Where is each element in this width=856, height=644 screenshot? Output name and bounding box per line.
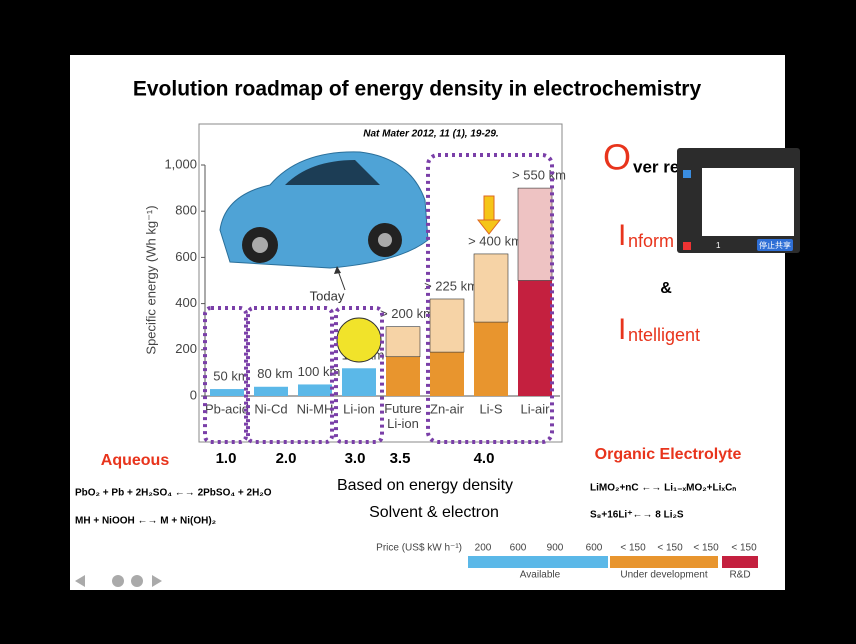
- range-label: 50 km: [213, 369, 248, 384]
- x-tick-label: Pb-acid: [205, 401, 249, 416]
- price-label: < 150: [620, 543, 646, 554]
- price-group: Under development: [620, 570, 707, 581]
- y-tick-label: 600: [175, 249, 197, 264]
- price-label: 600: [510, 543, 527, 554]
- right-text: nform: [628, 231, 674, 251]
- arrow-head: [334, 266, 341, 274]
- price-band: [722, 556, 758, 568]
- bar-segment: [210, 389, 244, 396]
- bar-segment: [518, 280, 552, 396]
- range-label: > 550 km: [512, 168, 566, 183]
- source: Nat Mater 2012, 11 (1), 19-29.: [363, 129, 498, 140]
- generation-label: 1.0: [216, 450, 237, 467]
- x-tick-label: Li-air: [521, 401, 551, 416]
- today-label: Today: [310, 288, 345, 303]
- popup-count: 1: [716, 241, 721, 250]
- x-tick-label: Ni-MH: [297, 401, 334, 416]
- right-text: ver re: [633, 157, 679, 176]
- equation: PbO₂ + Pb + 2H₂SO₄ ←→ 2PbSO₄ + 2H₂O: [75, 488, 272, 499]
- right-text: &: [660, 280, 672, 297]
- range-label: > 200 km: [380, 306, 434, 321]
- y-tick-label: 1,000: [164, 156, 197, 171]
- bar-segment: [430, 352, 464, 396]
- range-label: 80 km: [257, 366, 292, 381]
- bar-segment: [473, 253, 509, 323]
- x-tick-label: Zn-air: [430, 401, 465, 416]
- x-tick-label: Ni-Cd: [254, 401, 287, 416]
- y-axis-label: Specific energy (Wh kg⁻¹): [143, 205, 158, 354]
- bar-segment: [386, 356, 420, 396]
- slide-nav[interactable]: [75, 575, 162, 587]
- generation-label: 4.0: [474, 450, 495, 467]
- price-band: [610, 556, 718, 568]
- x-tick-label: Li-S: [479, 401, 502, 416]
- bar-segment: [517, 187, 553, 281]
- generation-label: 2.0: [276, 450, 297, 467]
- y-tick-label: 400: [175, 295, 197, 310]
- price-label: 900: [547, 543, 564, 554]
- big-letter: I: [618, 313, 626, 346]
- equation: MH + NiOOH ←→ M + Ni(OH)₂: [75, 516, 216, 527]
- generation-label: 3.5: [390, 450, 411, 467]
- generation-boxes: [203, 153, 554, 444]
- right-text: ntelligent: [628, 325, 700, 345]
- bar-segment: [342, 368, 376, 396]
- price-title: Price (US$ kW h⁻¹): [376, 543, 462, 554]
- range-label: > 400 km: [468, 233, 522, 248]
- share-popup: 1 停止共享: [677, 148, 800, 253]
- equation: S₈+16Li⁺←→ 8 Li₂S: [590, 510, 684, 521]
- big-letter: O: [603, 137, 631, 178]
- x-tick-label: Future Li-ion: [384, 401, 422, 431]
- y-tick-label: 200: [175, 341, 197, 356]
- big-letter: I: [618, 219, 626, 252]
- highlight-circle: [336, 317, 382, 363]
- stop-share[interactable]: [757, 239, 793, 251]
- range-label: > 225 km: [424, 278, 478, 293]
- center-text: Solvent & electron: [369, 504, 499, 521]
- aqueous-title: Aqueous: [101, 452, 170, 469]
- price-label: < 150: [657, 543, 683, 554]
- car: [219, 151, 429, 269]
- red-arrow: [476, 195, 502, 235]
- slide-title: Evolution roadmap of energy density in e…: [133, 78, 702, 101]
- y-tick-label: 0: [190, 387, 197, 402]
- price-label: 600: [586, 543, 603, 554]
- generation-label: 3.0: [345, 450, 366, 467]
- bar-segment: [474, 322, 508, 396]
- price-band: [468, 556, 608, 568]
- price-label: 200: [475, 543, 492, 554]
- bar-segment: [429, 298, 465, 353]
- organic-title: Organic Electrolyte: [595, 446, 742, 463]
- bar-segment: [298, 384, 332, 396]
- bar-segment: [254, 386, 288, 396]
- x-tick-label: Li-ion: [343, 401, 375, 416]
- price-label: < 150: [731, 543, 757, 554]
- center-text: Based on energy density: [337, 477, 513, 494]
- bar-segment: [385, 326, 421, 358]
- price-label: < 150: [693, 543, 719, 554]
- stop-share-label[interactable]: 停止共享: [759, 240, 791, 250]
- price-group: Available: [520, 570, 561, 581]
- y-tick-label: 800: [175, 203, 197, 218]
- price-group: R&D: [729, 570, 750, 581]
- range-label: 100 km: [298, 364, 341, 379]
- equation: LiMO₂+nC ←→ Li₁₋ₓMO₂+LiₓCₙ: [590, 483, 736, 494]
